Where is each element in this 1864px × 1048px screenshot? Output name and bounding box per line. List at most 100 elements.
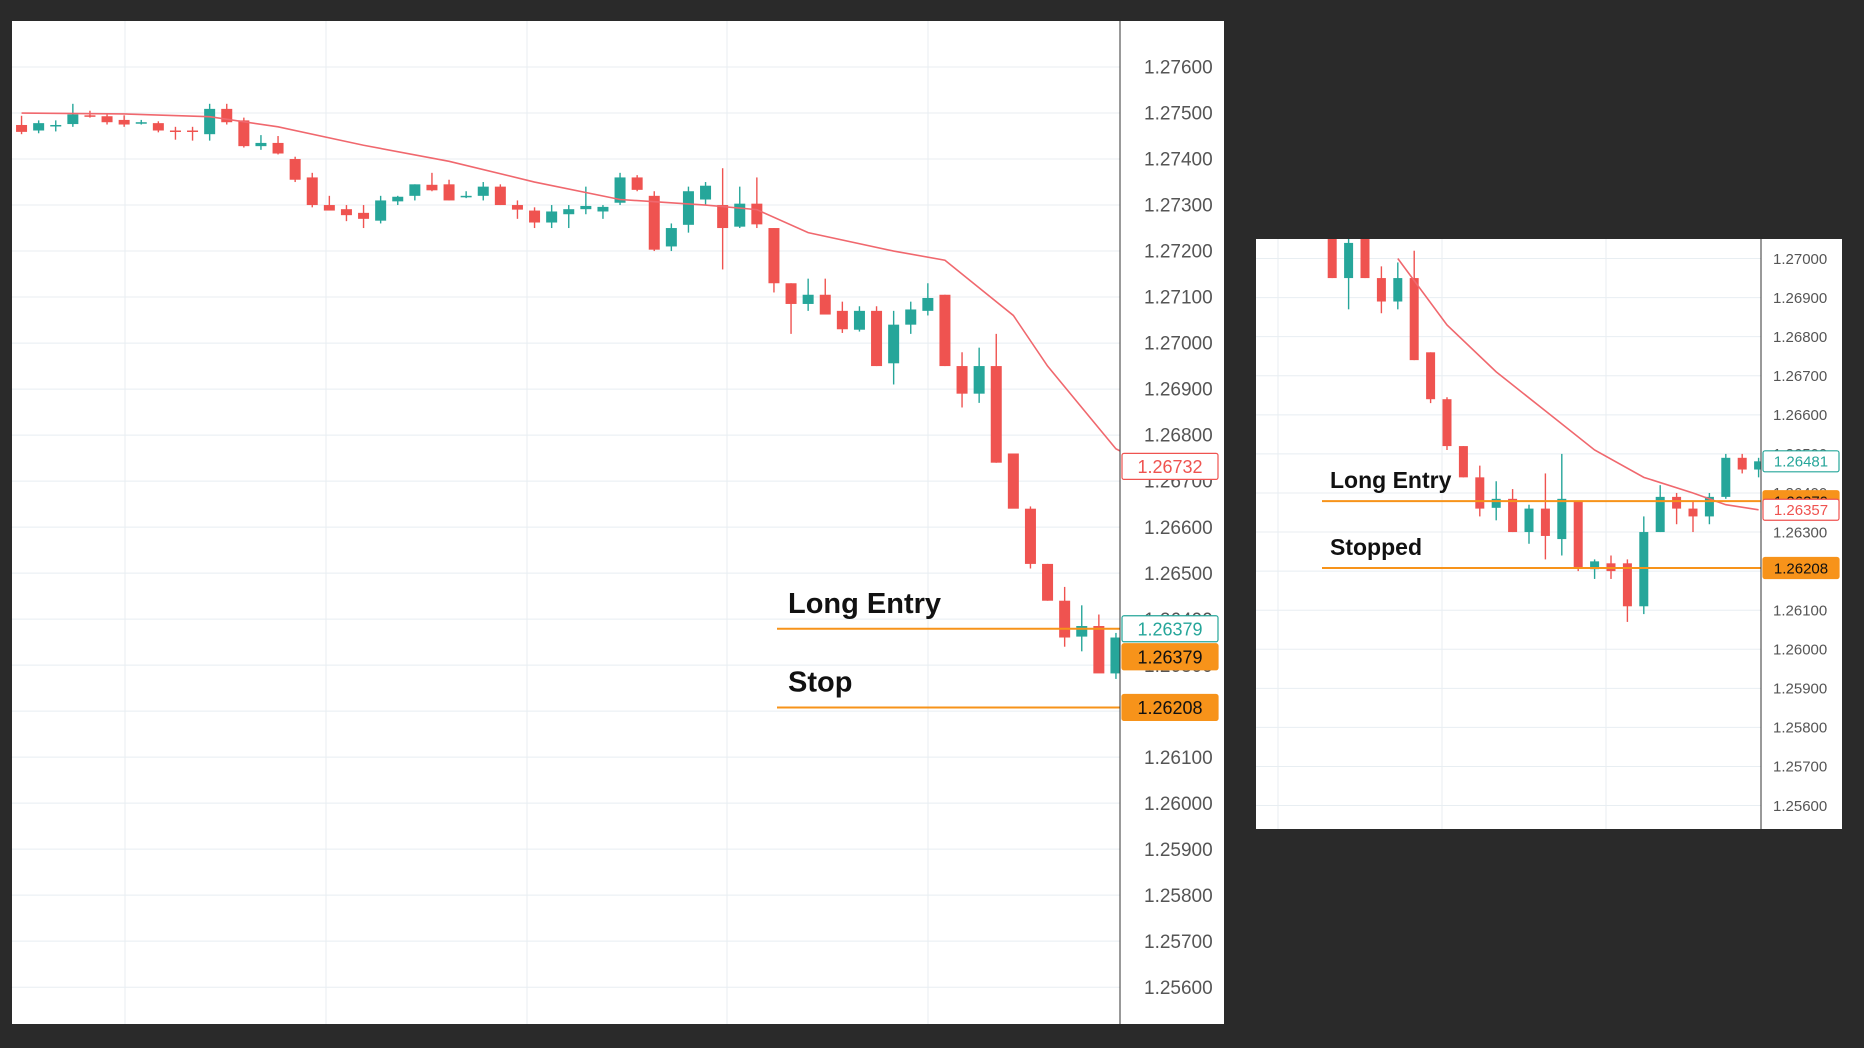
price-tag-box — [1762, 450, 1840, 473]
candle-body — [1393, 278, 1403, 302]
candle-bearish — [1007, 453, 1019, 509]
candle-bearish — [1508, 489, 1518, 533]
candle-bearish — [169, 126, 181, 140]
candle-body — [1704, 496, 1714, 517]
price-tag: 1.26379 — [1121, 643, 1219, 671]
candle-body — [67, 114, 79, 125]
candle-bearish — [1376, 266, 1386, 314]
candle-bearish — [289, 156, 301, 183]
moving-average-line — [1397, 258, 1759, 511]
candle-body — [84, 115, 96, 117]
candle-bullish — [135, 119, 147, 125]
candle-bearish — [1458, 446, 1468, 478]
candle-bullish — [50, 120, 62, 132]
candle-bullish — [1524, 504, 1534, 544]
candle-bearish — [101, 113, 113, 125]
candle-bearish — [836, 301, 848, 333]
main-chart-panel: Long Entry Stop 1.27600 1.27500 1.27400 1.273… — [12, 21, 1224, 1024]
candle-body — [563, 209, 575, 215]
price-tick-label: 1.26800 — [1144, 426, 1213, 447]
candle-bullish — [700, 182, 712, 206]
candle-bullish — [973, 347, 985, 403]
candle-bullish — [1344, 239, 1354, 310]
candle-body — [614, 177, 626, 203]
candle-bearish — [1093, 614, 1105, 674]
price-tag-text: 1.26379 — [1137, 619, 1202, 639]
candle-body — [665, 228, 677, 247]
candle-bullish — [392, 195, 404, 206]
candle-bearish — [16, 115, 28, 135]
candle-body — [853, 310, 865, 330]
candle-body — [494, 186, 506, 206]
price-tag: 1.26481 — [1762, 450, 1840, 473]
price-tag-box — [1762, 556, 1840, 580]
candle-bullish — [1110, 632, 1122, 679]
grid — [1256, 239, 1761, 829]
candle-body — [16, 124, 28, 132]
candle-body — [1426, 352, 1436, 400]
candle-body — [1093, 626, 1105, 674]
price-tick-label: 1.25800 — [1144, 886, 1213, 907]
candle-bullish — [597, 205, 609, 219]
grid — [12, 21, 1120, 1024]
candle-body — [1076, 626, 1088, 637]
stop-label: Stop — [788, 666, 852, 698]
candle-body — [1737, 457, 1747, 470]
candle-bearish — [238, 117, 250, 148]
candle-body — [700, 185, 712, 200]
candle-bullish — [905, 301, 917, 334]
candle-bearish — [340, 205, 352, 222]
price-tick-label: 1.26800 — [1773, 329, 1827, 346]
candles — [1327, 239, 1764, 622]
price-tag-box — [1121, 452, 1219, 480]
candle-bullish — [204, 103, 216, 141]
candle-body — [1622, 563, 1632, 607]
candle-bearish — [648, 191, 660, 252]
candle-body — [1475, 477, 1485, 509]
candle-bearish — [494, 184, 506, 206]
candle-bearish — [511, 200, 523, 219]
candle-bullish — [1754, 457, 1764, 478]
candle-body — [871, 310, 883, 367]
candle-bearish — [323, 195, 335, 211]
candle-body — [1360, 239, 1370, 279]
price-tick-label: 1.26600 — [1144, 518, 1213, 539]
candle-bearish — [1059, 586, 1071, 647]
price-tick-label: 1.25700 — [1773, 759, 1827, 776]
candle-bullish — [922, 283, 934, 316]
price-tick-label: 1.26000 — [1144, 794, 1213, 815]
candle-bearish — [118, 115, 130, 127]
candle-bearish — [819, 278, 831, 315]
candle-body — [169, 130, 181, 133]
candle-body — [785, 283, 797, 304]
price-tag: 1.26208 — [1121, 693, 1219, 722]
candle-body — [1327, 239, 1337, 279]
price-tick-label: 1.27000 — [1773, 251, 1827, 268]
candle-body — [33, 123, 45, 131]
price-axis — [1761, 239, 1842, 829]
candle-bearish — [1622, 559, 1632, 622]
candle-bearish — [1042, 563, 1054, 601]
candle-body — [888, 324, 900, 364]
candle-body — [956, 366, 968, 394]
candle-body — [1573, 500, 1583, 568]
candle-body — [1458, 446, 1468, 478]
candle-bearish — [1327, 239, 1337, 279]
candle-bullish — [888, 310, 900, 385]
candle-bullish — [853, 306, 865, 332]
candle-body — [1590, 561, 1600, 570]
price-axis — [1120, 21, 1224, 1024]
candle-bearish — [358, 205, 370, 229]
main-candlestick-chart: Long Entry Stop 1.27600 1.27500 1.27400 1.273… — [12, 21, 1224, 1024]
candle-body — [1754, 461, 1764, 470]
candle-body — [1376, 278, 1386, 302]
candle-bullish — [1639, 516, 1649, 615]
candle-bearish — [1475, 465, 1485, 517]
candle-bearish — [221, 103, 233, 125]
moving-average-line — [21, 112, 1151, 468]
candle-bearish — [306, 172, 318, 208]
candle-bullish — [546, 205, 558, 229]
candle-body — [477, 186, 489, 196]
candle-bullish — [255, 135, 267, 150]
candle-body — [819, 294, 831, 315]
